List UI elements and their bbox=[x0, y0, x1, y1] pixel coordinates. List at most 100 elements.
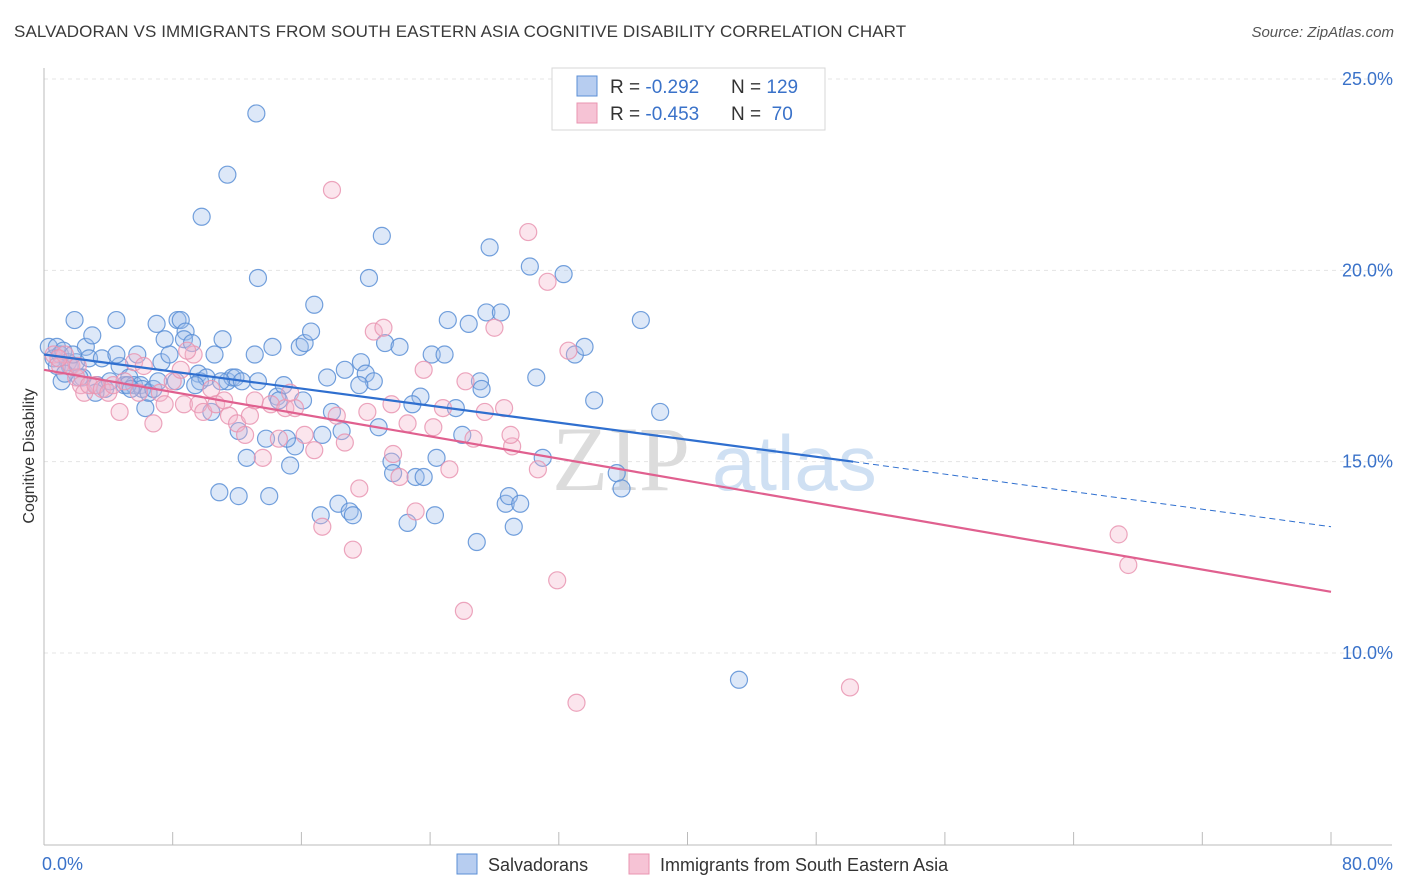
point-se-asia bbox=[313, 517, 332, 536]
point-salvadoran bbox=[295, 333, 314, 353]
trend-line-salvadorans bbox=[43, 353, 854, 463]
point-salvadoran bbox=[192, 207, 211, 226]
chart-title: SALVADORAN VS IMMIGRANTS FROM SOUTH EAST… bbox=[14, 22, 907, 41]
point-se-asia bbox=[155, 395, 174, 414]
point-se-asia bbox=[840, 678, 860, 697]
point-salvadoran bbox=[281, 456, 300, 475]
point-se-asia bbox=[178, 341, 197, 360]
point-salvadoran bbox=[263, 337, 282, 356]
point-se-asia bbox=[406, 502, 425, 521]
point-se-asia bbox=[269, 429, 288, 448]
legend-swatch-blue bbox=[576, 75, 598, 97]
point-salvadoran bbox=[554, 265, 573, 284]
point-salvadoran bbox=[372, 226, 391, 245]
point-salvadoran bbox=[335, 360, 354, 379]
point-salvadoran bbox=[612, 479, 631, 498]
point-se-asia bbox=[538, 272, 557, 291]
point-se-asia bbox=[398, 414, 417, 433]
point-se-asia bbox=[129, 383, 149, 402]
point-salvadoran bbox=[136, 398, 155, 418]
point-salvadoran bbox=[218, 165, 237, 184]
legend-n-label-2: N = bbox=[731, 104, 766, 125]
point-salvadoran bbox=[414, 467, 433, 487]
stats-legend: R = -0.292 N = 129 R = -0.453 N = 70 bbox=[551, 67, 826, 131]
point-salvadoran bbox=[435, 345, 454, 364]
series-immigrants-se-asia bbox=[44, 180, 1138, 712]
point-se-asia bbox=[528, 460, 547, 479]
point-se-asia bbox=[374, 318, 393, 337]
point-se-asia bbox=[519, 222, 538, 242]
point-salvadoran bbox=[631, 310, 650, 330]
point-salvadoran bbox=[210, 483, 229, 502]
point-salvadoran bbox=[575, 337, 594, 356]
point-se-asia bbox=[174, 395, 194, 414]
svg-text:R = -0.292: R = -0.292 bbox=[610, 77, 699, 98]
point-se-asia bbox=[485, 318, 504, 337]
point-se-asia bbox=[382, 395, 401, 414]
point-se-asia bbox=[456, 372, 475, 391]
point-se-asia bbox=[68, 356, 87, 376]
legend-r-value-1: -0.292 bbox=[645, 77, 699, 98]
watermark-atlas: atlas bbox=[712, 419, 877, 507]
legend-r-label-1: R = bbox=[610, 77, 645, 98]
point-salvadoran bbox=[171, 310, 190, 330]
point-salvadoran bbox=[205, 345, 224, 364]
point-se-asia bbox=[144, 414, 163, 433]
point-salvadoran bbox=[155, 330, 174, 349]
legend-r-value-2: -0.453 bbox=[645, 104, 699, 125]
point-salvadoran bbox=[491, 303, 510, 322]
legend-swatch-pink bbox=[576, 102, 598, 124]
bottom-legend-swatch-blue bbox=[456, 853, 478, 875]
point-se-asia bbox=[364, 322, 383, 341]
point-salvadoran bbox=[260, 487, 279, 506]
trend-lines bbox=[43, 353, 1332, 593]
point-se-asia bbox=[115, 372, 134, 391]
x-max-label: 80.0% bbox=[1342, 854, 1393, 874]
point-salvadoran bbox=[438, 310, 457, 330]
bottom-legend-label-1: Salvadorans bbox=[488, 855, 588, 875]
point-salvadoran bbox=[256, 429, 276, 448]
point-salvadoran bbox=[459, 314, 478, 334]
point-salvadoran bbox=[729, 670, 749, 689]
source-label: Source: ZipAtlas.com bbox=[1251, 24, 1394, 41]
point-salvadoran bbox=[467, 532, 486, 552]
point-salvadoran bbox=[176, 322, 195, 341]
point-se-asia bbox=[49, 349, 68, 368]
point-se-asia bbox=[350, 479, 369, 498]
point-se-asia bbox=[253, 448, 272, 467]
point-salvadoran bbox=[422, 345, 441, 364]
point-salvadoran bbox=[504, 517, 523, 536]
bottom-legend-swatch-pink bbox=[628, 853, 650, 875]
y-tick-labels: 10.0% 15.0% 20.0% 25.0% bbox=[1342, 69, 1393, 663]
point-salvadoran bbox=[107, 345, 126, 364]
point-salvadoran bbox=[477, 303, 496, 322]
point-se-asia bbox=[110, 402, 129, 422]
point-salvadoran bbox=[213, 330, 232, 349]
point-se-asia bbox=[440, 460, 459, 479]
point-se-asia bbox=[1109, 525, 1128, 544]
point-salvadoran bbox=[511, 494, 530, 513]
point-salvadoran bbox=[237, 448, 256, 467]
trend-line-se-asia bbox=[43, 368, 1332, 593]
point-salvadoran bbox=[83, 326, 102, 345]
point-salvadoran bbox=[425, 506, 445, 525]
point-salvadoran bbox=[186, 376, 205, 395]
point-salvadoran bbox=[301, 322, 321, 341]
point-salvadoran bbox=[313, 425, 332, 444]
y-tick-label: 10.0% bbox=[1342, 643, 1393, 663]
point-se-asia bbox=[495, 398, 514, 418]
point-se-asia bbox=[322, 180, 342, 200]
point-salvadoran bbox=[472, 379, 491, 399]
legend-n-value-1: 129 bbox=[766, 77, 798, 98]
point-se-asia bbox=[454, 601, 473, 621]
point-salvadoran bbox=[651, 402, 670, 422]
point-se-asia bbox=[414, 360, 433, 379]
trend-line-salvadorans-extension bbox=[853, 461, 1332, 528]
point-salvadoran bbox=[375, 333, 395, 353]
point-salvadoran bbox=[245, 345, 264, 364]
y-tick-label: 15.0% bbox=[1342, 452, 1393, 472]
svg-text:N = 70: N = 70 bbox=[731, 104, 793, 125]
point-se-asia bbox=[559, 341, 578, 360]
point-salvadoran bbox=[585, 391, 604, 410]
x-ticks bbox=[43, 832, 1332, 845]
